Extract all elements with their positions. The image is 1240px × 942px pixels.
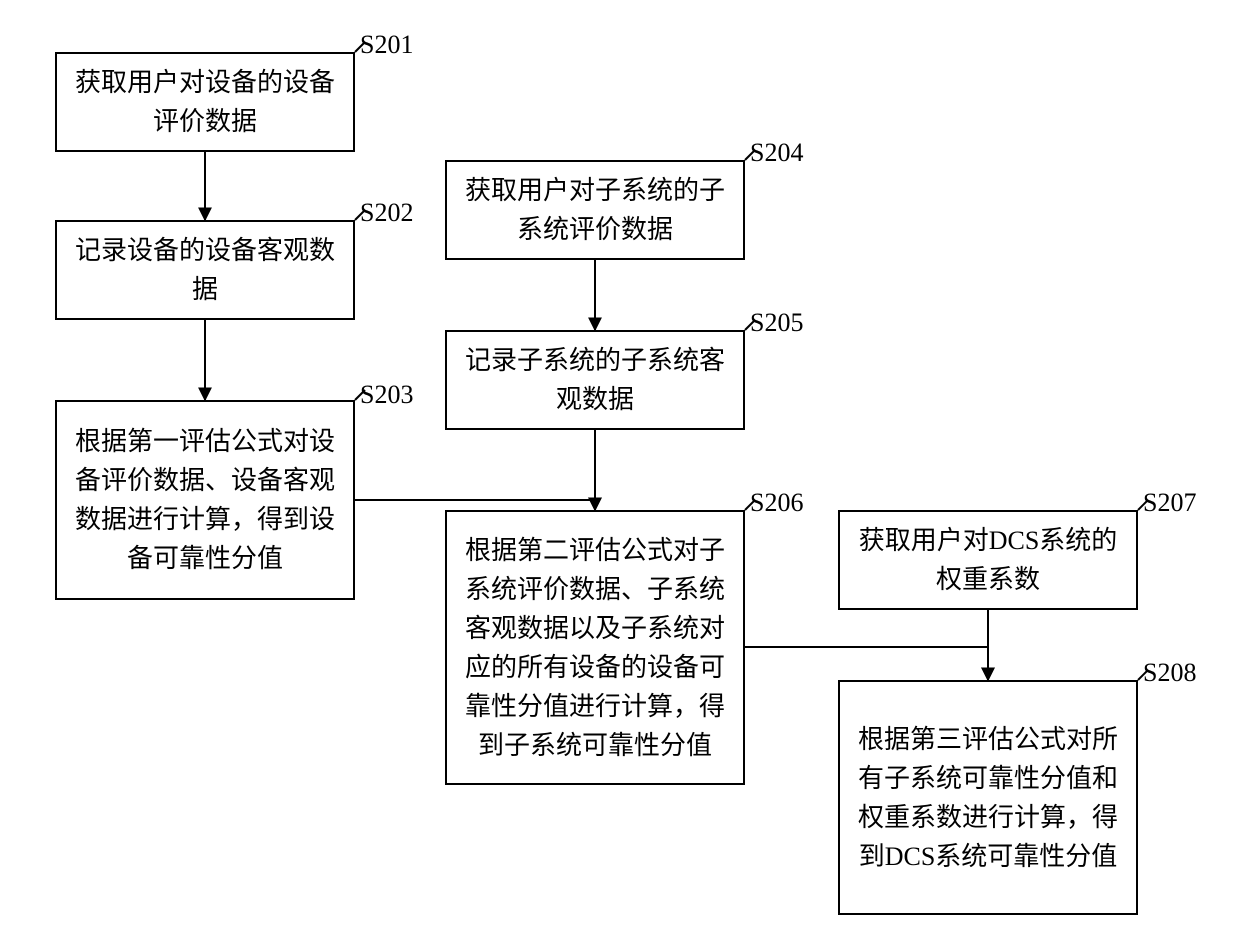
edge-s206-s208 xyxy=(745,647,988,680)
node-text: 获取用户对DCS系统的权重系数 xyxy=(850,521,1126,599)
step-label-s204: S204 xyxy=(750,138,803,168)
flowchart-node-s202: 记录设备的设备客观数据 xyxy=(55,220,355,320)
node-text: 记录设备的设备客观数据 xyxy=(67,231,343,309)
flowchart-node-s204: 获取用户对子系统的子系统评价数据 xyxy=(445,160,745,260)
step-label-s202: S202 xyxy=(360,198,413,228)
node-text: 获取用户对子系统的子系统评价数据 xyxy=(457,171,733,249)
flowchart-node-s208: 根据第三评估公式对所有子系统可靠性分值和权重系数进行计算，得到DCS系统可靠性分… xyxy=(838,680,1138,915)
flowchart-node-s203: 根据第一评估公式对设备评价数据、设备客观数据进行计算，得到设备可靠性分值 xyxy=(55,400,355,600)
step-label-s208: S208 xyxy=(1143,658,1196,688)
node-text: 获取用户对设备的设备评价数据 xyxy=(67,63,343,141)
step-label-s206: S206 xyxy=(750,488,803,518)
flowchart-node-s206: 根据第二评估公式对子系统评价数据、子系统客观数据以及子系统对应的所有设备的设备可… xyxy=(445,510,745,785)
step-label-s201: S201 xyxy=(360,30,413,60)
step-label-s205: S205 xyxy=(750,308,803,338)
edge-s203-s206 xyxy=(355,500,595,510)
node-text: 根据第一评估公式对设备评价数据、设备客观数据进行计算，得到设备可靠性分值 xyxy=(67,422,343,578)
flowchart-node-s201: 获取用户对设备的设备评价数据 xyxy=(55,52,355,152)
flowchart-node-s205: 记录子系统的子系统客观数据 xyxy=(445,330,745,430)
flowchart-node-s207: 获取用户对DCS系统的权重系数 xyxy=(838,510,1138,610)
step-label-s207: S207 xyxy=(1143,488,1196,518)
node-text: 根据第二评估公式对子系统评价数据、子系统客观数据以及子系统对应的所有设备的设备可… xyxy=(457,531,733,765)
node-text: 根据第三评估公式对所有子系统可靠性分值和权重系数进行计算，得到DCS系统可靠性分… xyxy=(850,720,1126,876)
step-label-s203: S203 xyxy=(360,380,413,410)
node-text: 记录子系统的子系统客观数据 xyxy=(457,341,733,419)
